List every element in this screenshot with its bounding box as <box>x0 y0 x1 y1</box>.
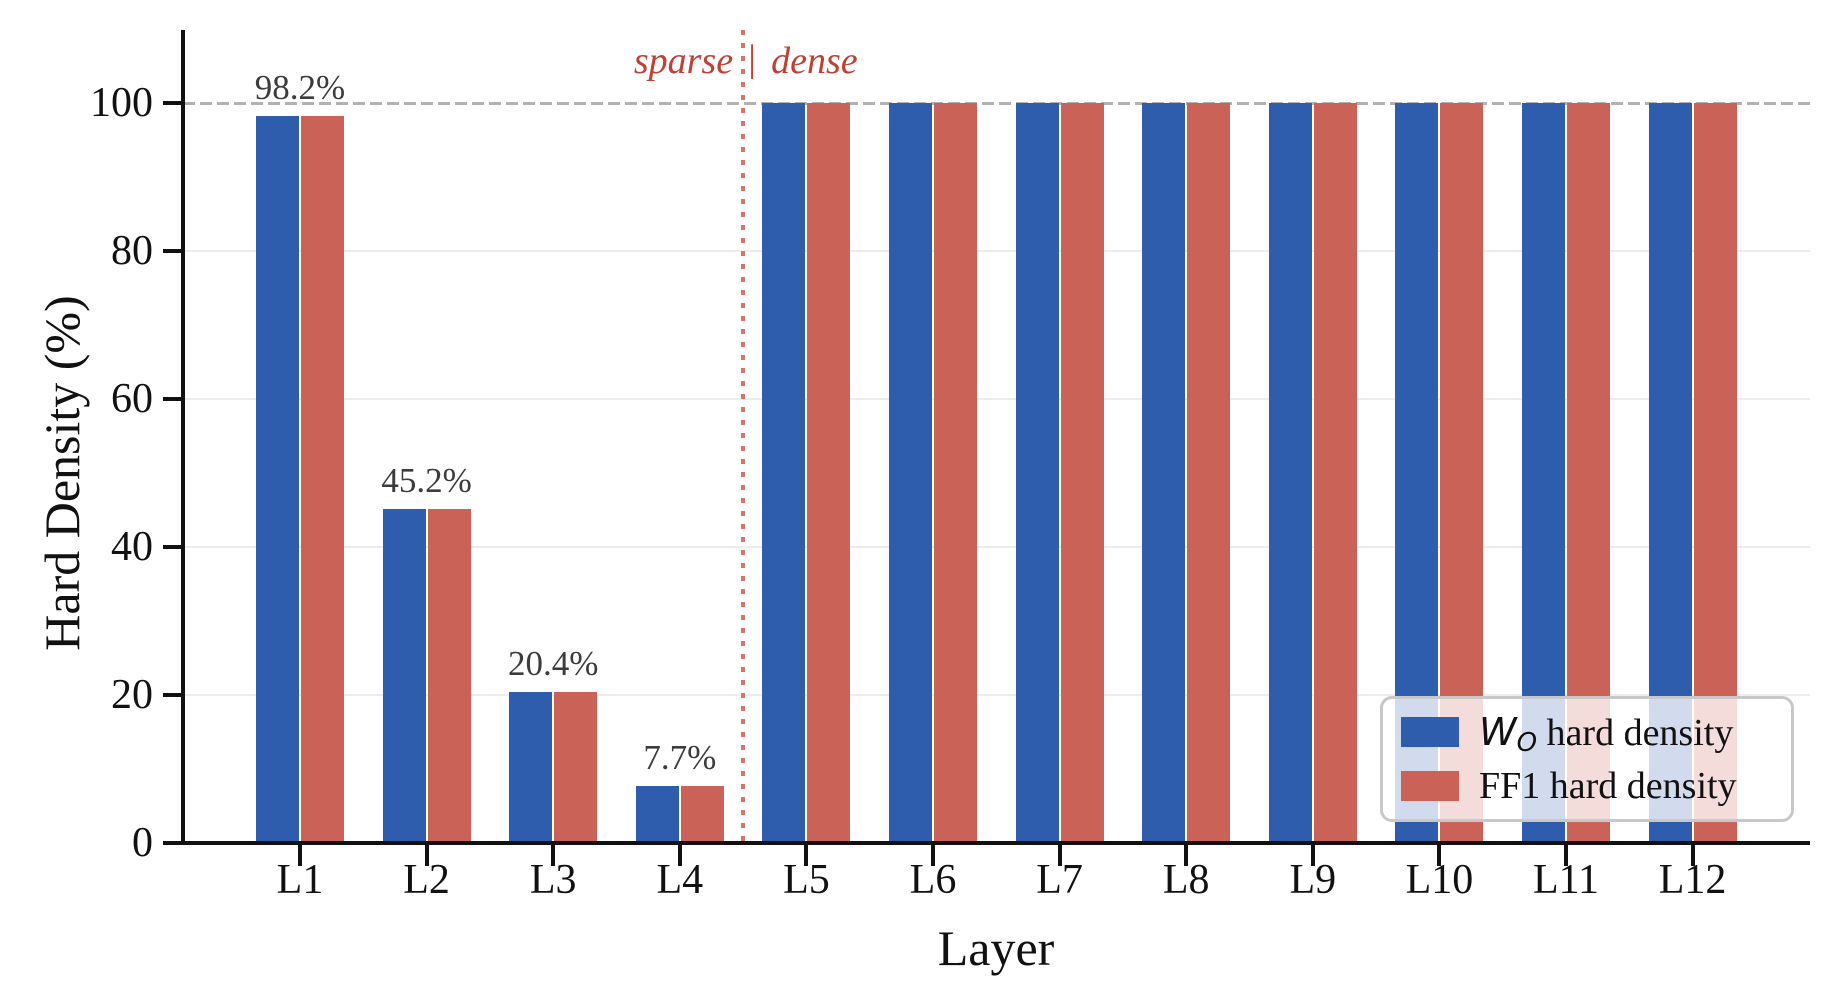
bar-ff1-L9 <box>1313 103 1357 843</box>
bar-wo-L3 <box>509 692 553 843</box>
x-tick-L7 <box>1057 843 1062 866</box>
bar-ff1-L8 <box>1187 103 1231 843</box>
divider-line <box>741 30 746 843</box>
legend-wo-symbol: W <box>1479 709 1517 754</box>
legend-entry-ff1: FF1 hard density <box>1401 764 1773 808</box>
bar-ff1-L2 <box>427 508 471 843</box>
legend-wo-text: hard density <box>1537 711 1734 754</box>
x-tick-L4 <box>677 843 682 866</box>
x-tick-L8 <box>1184 843 1189 866</box>
x-tick-L10 <box>1437 843 1442 866</box>
legend-entry-wo: WO hard density <box>1401 709 1773 758</box>
bar-ff1-L7 <box>1060 103 1104 843</box>
bar-ff1-L3 <box>554 692 598 843</box>
x-tick-L12 <box>1690 843 1695 866</box>
y-tick-label-100: 100 <box>90 80 153 126</box>
divider-label-dense: dense <box>771 40 858 82</box>
y-tick-label-20: 20 <box>111 672 153 718</box>
gridline-40 <box>183 546 1810 548</box>
divider-separator: | <box>748 38 756 80</box>
legend-wo-subscript: O <box>1516 727 1538 758</box>
bar-ff1-L1 <box>301 116 344 843</box>
y-tick-0 <box>163 841 183 845</box>
x-tick-L2 <box>424 843 429 866</box>
x-tick-L6 <box>931 843 935 866</box>
bar-wo-L6 <box>889 103 932 843</box>
bar-ff1-L5 <box>807 103 851 843</box>
gridline-60 <box>183 398 1810 400</box>
y-tick-20 <box>163 693 183 697</box>
bar-value-label-L3: 20.4% <box>507 644 599 684</box>
bar-value-label-L1: 98.2% <box>254 68 346 108</box>
left-spine <box>181 30 185 843</box>
y-tick-label-40: 40 <box>111 524 153 570</box>
bar-wo-L8 <box>1142 103 1186 843</box>
legend: WO hard density FF1 hard density <box>1380 696 1794 822</box>
x-tick-L1 <box>298 843 302 866</box>
y-tick-40 <box>163 545 183 549</box>
bar-wo-L7 <box>1015 103 1059 843</box>
legend-swatch-ff1 <box>1401 771 1459 801</box>
reference-line-100 <box>183 101 1810 105</box>
bar-wo-L2 <box>382 508 426 843</box>
legend-swatch-wo <box>1401 717 1459 747</box>
gridline-80 <box>183 250 1810 252</box>
y-tick-label-60: 60 <box>111 376 153 422</box>
bar-ff1-L6 <box>934 103 977 843</box>
gridline-20 <box>183 694 1810 696</box>
divider-label-sparse: sparse <box>633 40 734 82</box>
bar-wo-L1 <box>256 116 299 843</box>
y-tick-100 <box>163 101 183 105</box>
x-tick-L9 <box>1310 843 1315 866</box>
bottom-spine <box>163 841 1810 845</box>
bar-wo-L9 <box>1268 103 1312 843</box>
y-tick-80 <box>163 249 183 253</box>
plot-area: sparse | dense WO hard density FF1 hard … <box>183 30 1810 843</box>
bar-ff1-L4 <box>680 786 724 843</box>
bar-wo-L4 <box>635 786 679 843</box>
x-tick-L11 <box>1564 843 1568 866</box>
y-tick-60 <box>163 397 183 401</box>
bar-wo-L5 <box>762 103 806 843</box>
y-tick-label-0: 0 <box>132 820 153 866</box>
y-tick-label-80: 80 <box>111 228 153 274</box>
x-tick-L5 <box>804 843 809 866</box>
x-axis-title: Layer <box>937 920 1055 976</box>
x-tick-L3 <box>551 843 556 866</box>
bar-value-label-L2: 45.2% <box>381 460 472 500</box>
legend-label-wo: WO hard density <box>1479 709 1734 758</box>
bar-value-label-L4: 7.7% <box>643 738 717 778</box>
legend-label-ff1: FF1 hard density <box>1479 765 1737 807</box>
